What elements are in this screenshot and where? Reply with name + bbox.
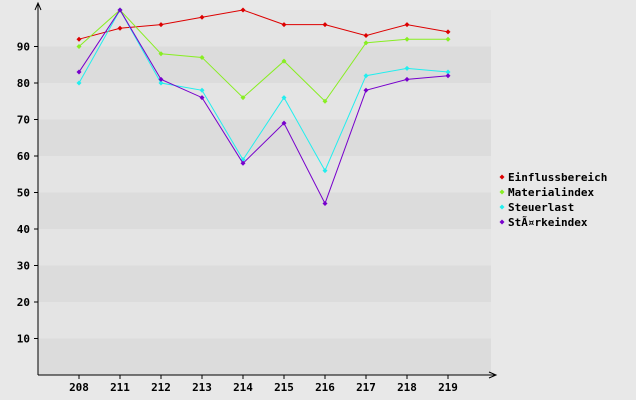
series-line — [78, 9, 448, 103]
x-axis-arrow — [488, 371, 498, 379]
data-point — [158, 22, 164, 28]
data-point — [404, 76, 410, 82]
x-tick-label: 211 — [110, 381, 130, 394]
grid-band — [38, 192, 491, 229]
y-tick-label: 90 — [17, 41, 30, 54]
data-point — [404, 36, 410, 42]
data-point — [281, 58, 287, 64]
legend-marker — [499, 174, 505, 180]
data-point — [240, 95, 246, 101]
data-point — [281, 22, 287, 28]
legend-label: Steuerlast — [508, 201, 574, 214]
series-4 — [76, 7, 451, 206]
legend-marker — [499, 219, 505, 225]
y-axis-ticks: 10 20 30 40 50 60 70 80 90 — [17, 41, 38, 346]
legend-item: Einflussbereich — [499, 171, 607, 184]
grid-band — [38, 46, 491, 83]
legend-marker — [499, 189, 505, 195]
series-line — [78, 8, 449, 172]
y-tick-label: 10 — [17, 333, 30, 346]
plot-background — [38, 10, 491, 375]
x-tick-label: 218 — [397, 381, 417, 394]
data-point — [117, 7, 123, 13]
data-point — [363, 40, 369, 46]
data-point — [404, 65, 410, 71]
y-tick-label: 80 — [17, 77, 30, 90]
data-point — [158, 76, 164, 82]
data-point — [281, 120, 287, 126]
data-point — [363, 87, 369, 93]
data-point — [76, 44, 82, 49]
series-1 — [76, 7, 451, 42]
data-point — [199, 87, 205, 93]
data-point — [240, 160, 246, 166]
grid-band — [38, 83, 491, 120]
x-tick-label: 215 — [274, 381, 294, 394]
data-point — [76, 69, 82, 75]
series-3 — [76, 7, 451, 174]
data-point — [445, 69, 451, 75]
data-point — [445, 73, 451, 79]
legend-label: StÃ¤rkeindex — [508, 216, 588, 229]
data-point — [445, 36, 451, 42]
grid-band — [38, 265, 491, 302]
data-point — [322, 200, 328, 206]
grid-band — [38, 119, 491, 156]
grid-band — [38, 338, 491, 375]
data-point — [76, 80, 82, 86]
legend: Einflussbereich Materialindex Steuerlast St… — [499, 171, 607, 229]
data-point — [199, 54, 205, 60]
x-axis-ticks: 208 211 212 213 214 215 216 217 218 219 — [69, 375, 458, 394]
data-point — [158, 80, 164, 86]
grid-band — [38, 302, 491, 339]
data-point — [363, 73, 369, 79]
data-point — [199, 95, 205, 101]
series-line — [78, 9, 449, 205]
data-point — [199, 14, 205, 20]
legend-item: Materialindex — [499, 186, 594, 199]
x-tick-label: 208 — [69, 381, 89, 394]
grid-band — [38, 10, 491, 47]
y-tick-label: 60 — [17, 150, 30, 163]
x-tick-label: 214 — [233, 381, 253, 394]
data-point — [76, 36, 82, 42]
data-point — [117, 25, 123, 31]
data-point — [240, 7, 246, 13]
data-point — [445, 29, 451, 35]
x-tick-label: 217 — [356, 381, 376, 394]
x-tick-label: 213 — [192, 381, 212, 394]
legend-marker — [499, 204, 505, 210]
x-tick-label: 212 — [151, 381, 171, 394]
x-tick-label: 219 — [438, 381, 458, 394]
legend-item: Steuerlast — [499, 201, 574, 214]
series-group — [76, 7, 451, 206]
grid-band — [38, 156, 491, 193]
data-point — [363, 33, 369, 39]
grid-band — [38, 229, 491, 266]
legend-label: Einflussbereich — [508, 171, 607, 184]
data-point — [322, 168, 328, 174]
data-point — [158, 51, 164, 57]
legend-item: StÃ¤rkeindex — [499, 216, 588, 229]
y-tick-label: 30 — [17, 260, 30, 273]
y-axis-arrow — [34, 1, 42, 11]
x-tick-label: 216 — [315, 381, 335, 394]
series-line — [78, 9, 449, 40]
data-point — [322, 22, 328, 28]
data-point — [404, 22, 410, 28]
legend-label: Materialindex — [508, 186, 594, 199]
y-tick-label: 50 — [17, 187, 30, 200]
axes — [34, 1, 498, 379]
y-tick-label: 20 — [17, 296, 30, 309]
y-tick-label: 40 — [17, 223, 30, 236]
data-point — [281, 95, 287, 101]
y-tick-label: 70 — [17, 114, 30, 127]
data-point — [322, 98, 328, 104]
